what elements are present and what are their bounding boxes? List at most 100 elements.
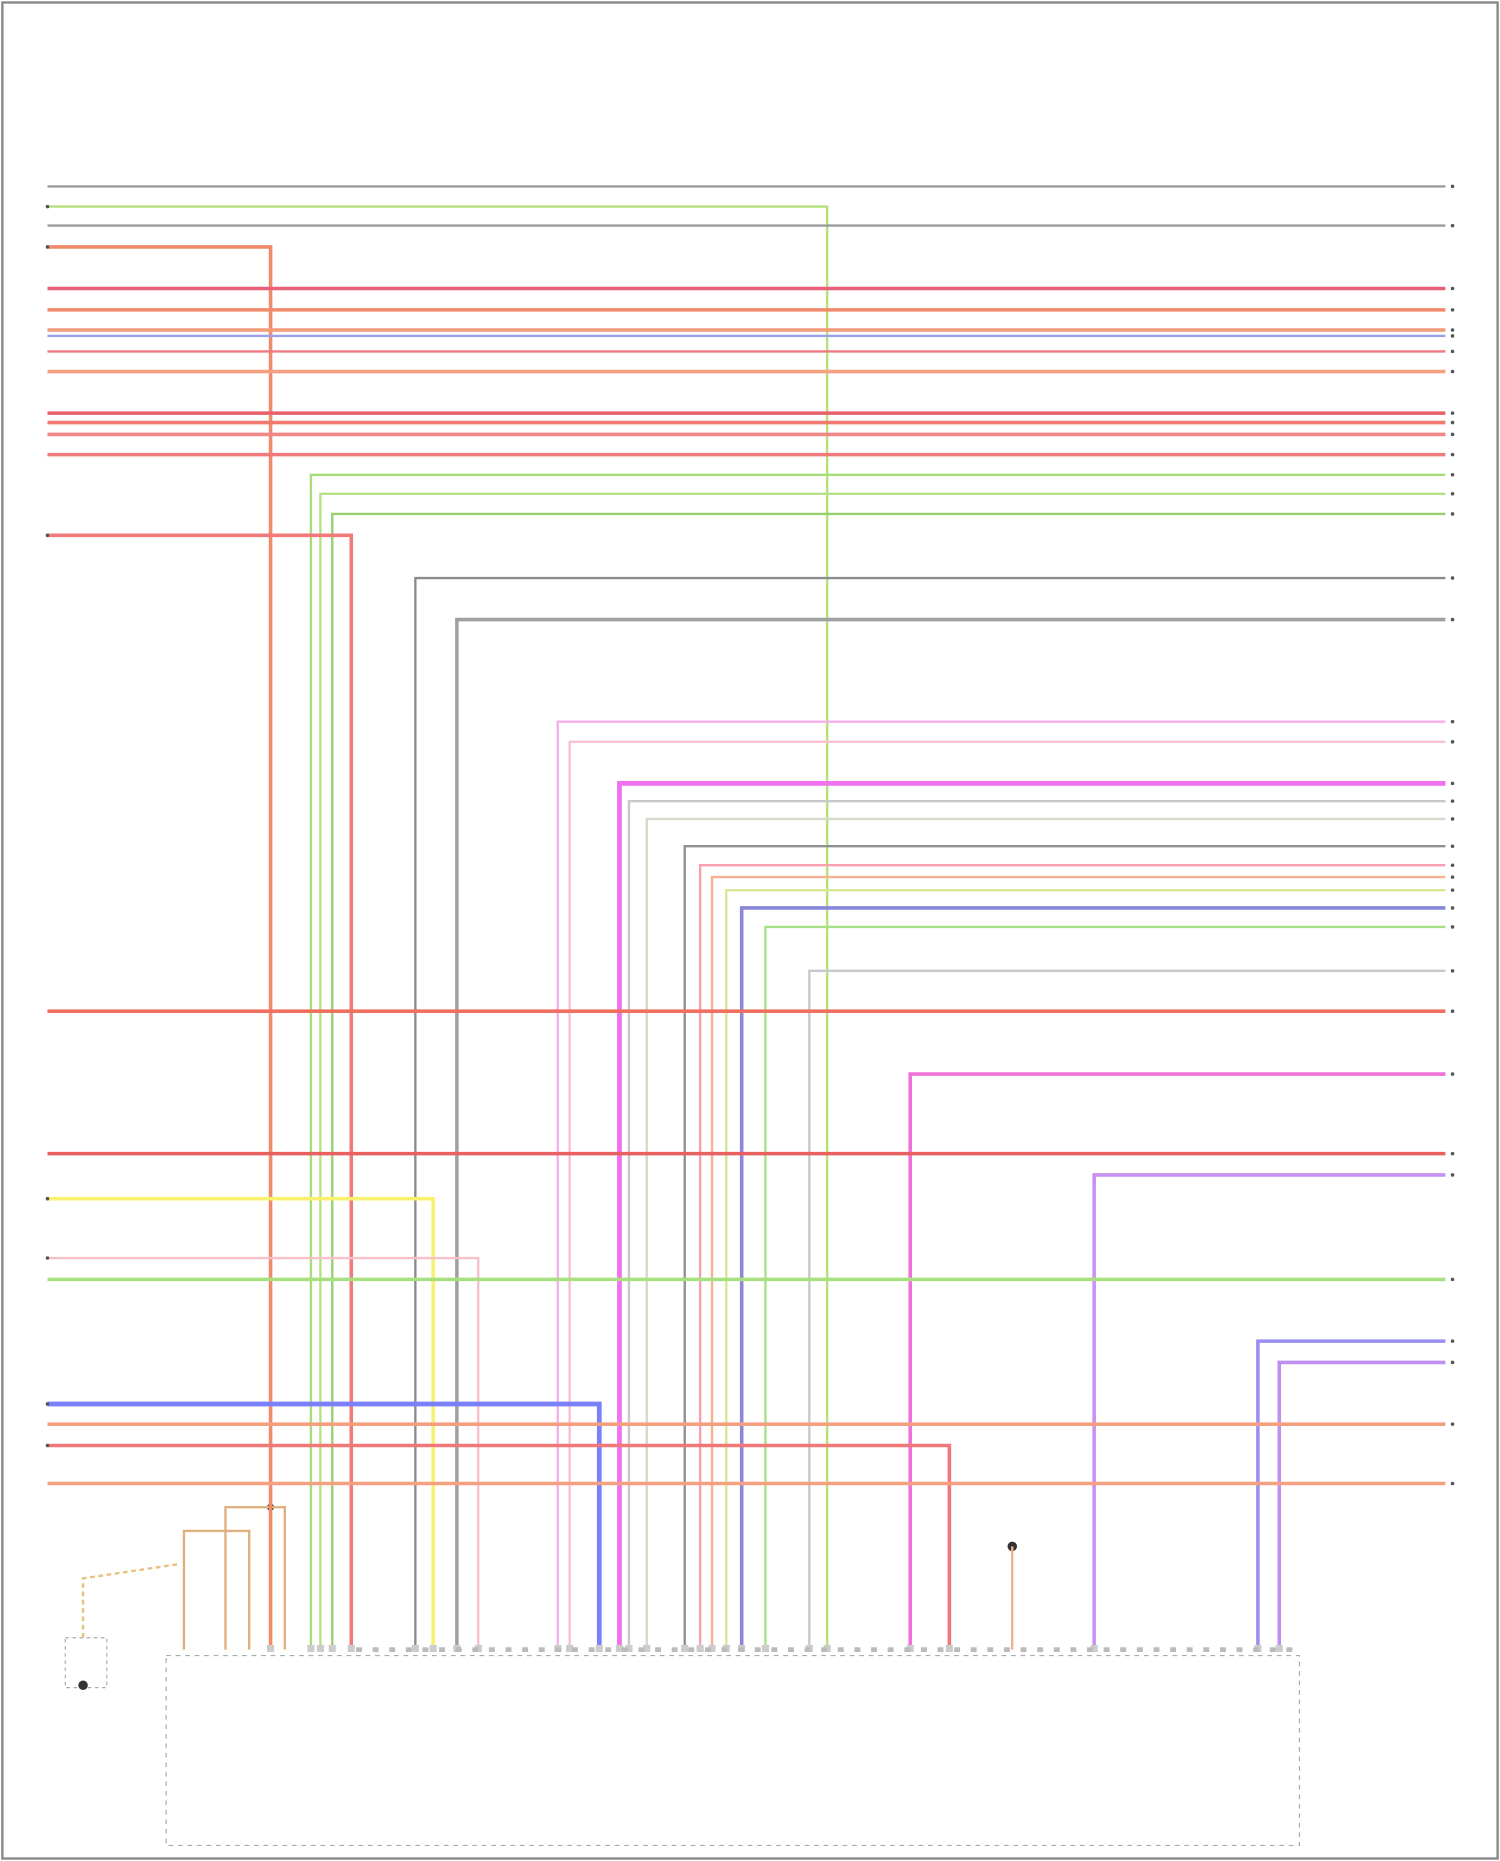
pin [422, 1647, 429, 1653]
pin [1219, 1647, 1226, 1653]
terminal [1450, 969, 1455, 973]
pin [1186, 1647, 1193, 1653]
terminal [1450, 334, 1455, 338]
terminal [45, 1402, 50, 1406]
wire [47, 245, 273, 1650]
terminal [45, 1196, 50, 1201]
pin [1103, 1647, 1110, 1653]
pin [1153, 1647, 1160, 1653]
ground-wire [81, 1563, 179, 1638]
pin [267, 1644, 275, 1653]
terminal [1450, 473, 1455, 477]
terminal [1450, 906, 1455, 910]
terminal [1450, 1422, 1455, 1426]
wire [1092, 1173, 1446, 1650]
wire [725, 888, 1446, 1650]
terminal [1450, 1151, 1455, 1156]
pin [754, 1647, 761, 1653]
wire [47, 205, 829, 1650]
terminal [45, 1443, 50, 1448]
wire [556, 720, 1446, 1650]
pin [771, 1647, 778, 1653]
pin [1136, 1647, 1143, 1653]
pin [505, 1647, 512, 1653]
pin [621, 1647, 628, 1653]
pin [455, 1647, 462, 1653]
pin [411, 1644, 419, 1653]
pin [1120, 1647, 1127, 1653]
pin [704, 1647, 711, 1653]
terminal [1450, 184, 1455, 189]
wire [698, 864, 1446, 1650]
terminal [1450, 781, 1455, 786]
pin [488, 1647, 495, 1653]
terminal [1450, 369, 1455, 374]
terminal [1450, 617, 1455, 622]
terminal [1450, 1009, 1455, 1013]
wire [1256, 1339, 1446, 1650]
wire [455, 617, 1446, 1650]
wire [710, 875, 1446, 1650]
wire [683, 845, 1446, 1650]
terminal [1450, 1173, 1455, 1177]
pin [1053, 1647, 1060, 1653]
pin [1087, 1647, 1093, 1653]
pin [538, 1647, 545, 1653]
wire [414, 576, 1446, 1650]
pin [316, 1644, 324, 1653]
pin [405, 1647, 412, 1653]
pin [1286, 1647, 1293, 1653]
terminal [1450, 719, 1455, 724]
pin [1253, 1647, 1260, 1653]
pin [945, 1644, 953, 1653]
pin [1170, 1647, 1177, 1653]
wire [908, 1072, 1446, 1650]
wire [627, 799, 1446, 1650]
pin [328, 1644, 336, 1653]
pin [920, 1647, 927, 1653]
terminal [1450, 1277, 1455, 1282]
terminal [1450, 432, 1455, 437]
pin [887, 1647, 894, 1653]
pin [970, 1647, 977, 1653]
pin [937, 1647, 944, 1653]
pin [356, 1647, 362, 1653]
pin [638, 1647, 645, 1653]
wire [617, 780, 1446, 1650]
pin [372, 1647, 379, 1653]
pin [389, 1647, 396, 1653]
pin [671, 1647, 678, 1653]
terminal [1450, 817, 1455, 821]
pin [854, 1647, 861, 1653]
terminal [1450, 308, 1455, 312]
wire [1277, 1360, 1446, 1650]
terminal [1450, 411, 1455, 415]
terminal [45, 533, 50, 538]
pin [615, 1644, 624, 1653]
pin [821, 1647, 828, 1653]
pin [1275, 1644, 1283, 1653]
pin [738, 1647, 745, 1653]
ground-links [182, 1506, 286, 1650]
pin [787, 1647, 794, 1653]
terminal [1450, 875, 1455, 879]
terminal [1450, 844, 1455, 849]
terminal [1450, 863, 1455, 868]
terminal [1450, 799, 1455, 803]
terminal [45, 204, 50, 209]
terminal [45, 245, 50, 249]
terminal [1450, 1481, 1455, 1486]
pin [1203, 1647, 1210, 1653]
pin [605, 1647, 612, 1653]
pin [555, 1647, 562, 1653]
terminal [1450, 452, 1455, 457]
pin [1020, 1647, 1027, 1653]
pin [472, 1647, 479, 1653]
ground-component [64, 1637, 108, 1689]
pin [904, 1647, 911, 1653]
wire [764, 925, 1446, 1650]
terminal [1450, 888, 1455, 892]
